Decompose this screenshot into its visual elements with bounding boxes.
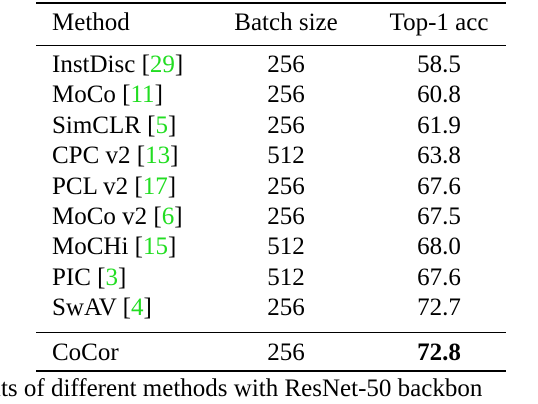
- table-row: MoCo v2 [6] 256 67.5: [36, 202, 506, 232]
- top1-acc-cell: 67.6: [417, 263, 461, 291]
- batch-size-cell: 256: [267, 339, 305, 366]
- citation-link[interactable]: 6: [161, 203, 175, 230]
- citation-link[interactable]: 13: [145, 142, 171, 170]
- citation-link[interactable]: 29: [149, 51, 175, 78]
- top1-acc-cell: 60.8: [417, 81, 461, 109]
- batch-size-cell: 512: [267, 233, 305, 261]
- method-cell: PIC [3]: [52, 263, 127, 291]
- top1-acc-cell: 72.8: [417, 339, 461, 366]
- top1-acc-cell: 63.8: [417, 142, 461, 170]
- method-name: SwAV: [52, 294, 117, 322]
- method-cell: CPC v2 [13]: [52, 142, 179, 170]
- method-name: MoCHi: [52, 233, 129, 261]
- table-caption: lts of different methods with ResNet-50 …: [0, 375, 483, 402]
- method-cell: InstDisc [29]: [52, 51, 184, 78]
- header-batch-size: Batch size: [234, 9, 338, 36]
- table-row: InstDisc [29] 256 58.5: [36, 50, 506, 80]
- method-name: MoCo v2: [52, 203, 148, 230]
- bottom-rule: [36, 370, 506, 372]
- method-name: PIC: [52, 263, 91, 291]
- table-row: PCL v2 [17] 256 67.6: [36, 172, 506, 202]
- top1-acc-cell: 61.9: [417, 111, 461, 139]
- batch-size-cell: 512: [267, 263, 305, 291]
- method-cell: MoCo v2 [6]: [52, 203, 183, 230]
- top-rule: [36, 2, 506, 4]
- method-cell: CoCor: [52, 339, 119, 366]
- header-method: Method: [52, 9, 130, 36]
- batch-size-cell: 512: [267, 142, 305, 170]
- header-row: Method Batch size Top-1 acc: [36, 8, 506, 38]
- batch-size-cell: 256: [267, 111, 305, 139]
- citation-link[interactable]: 3: [105, 263, 118, 291]
- method-cell: SimCLR [5]: [52, 111, 177, 139]
- citation-link[interactable]: 4: [130, 294, 144, 322]
- method-cell: MoCo [11]: [52, 81, 163, 109]
- batch-size-cell: 256: [267, 81, 305, 109]
- table-row: SimCLR [5] 256 61.9: [36, 111, 506, 141]
- batch-size-cell: 256: [267, 294, 305, 322]
- top1-acc-cell: 67.6: [417, 172, 461, 200]
- table-row: CPC v2 [13] 512 63.8: [36, 141, 506, 171]
- batch-size-cell: 256: [267, 203, 305, 230]
- top1-acc-cell: 72.7: [417, 294, 461, 322]
- method-name: PCL v2: [52, 172, 129, 200]
- header-rule: [36, 45, 506, 46]
- separator-rule: [36, 332, 506, 333]
- method-name: InstDisc: [52, 51, 136, 78]
- method-name: CPC v2: [52, 142, 131, 170]
- citation-link[interactable]: 17: [142, 172, 168, 200]
- table-row: MoCHi [15] 512 68.0: [36, 232, 506, 262]
- method-name: SimCLR: [52, 111, 141, 139]
- citation-link[interactable]: 11: [130, 81, 155, 109]
- table-row: PIC [3] 512 67.6: [36, 263, 506, 293]
- batch-size-cell: 256: [267, 172, 305, 200]
- method-cell: SwAV [4]: [52, 294, 152, 322]
- top1-acc-cell: 68.0: [417, 233, 461, 261]
- table-row: MoCo [11] 256 60.8: [36, 80, 506, 110]
- top1-acc-cell: 67.5: [417, 203, 461, 230]
- method-cell: MoCHi [15]: [52, 233, 177, 261]
- batch-size-cell: 256: [267, 51, 305, 78]
- citation-link[interactable]: 5: [155, 111, 169, 139]
- header-top1-acc: Top-1 acc: [389, 9, 489, 36]
- citation-link[interactable]: 15: [142, 233, 168, 261]
- method-cell: PCL v2 [17]: [52, 172, 177, 200]
- table-row: SwAV [4] 256 72.7: [36, 293, 506, 323]
- top1-acc-cell: 58.5: [417, 51, 461, 78]
- table-row-cocor: CoCor 256 72.8: [36, 338, 506, 368]
- method-name: MoCo: [52, 81, 116, 109]
